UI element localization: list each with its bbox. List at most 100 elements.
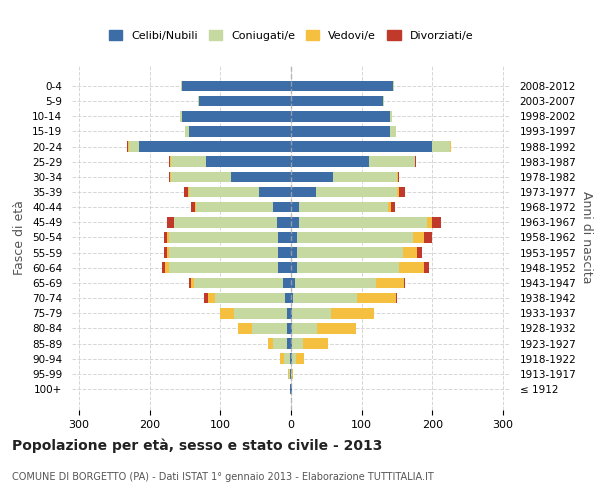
Bar [169, 248, 278, 258]
Bar [415, 156, 416, 167]
Bar [291, 142, 432, 152]
Bar [376, 278, 404, 288]
Bar [450, 142, 451, 152]
Bar [188, 126, 291, 136]
Bar [356, 293, 395, 304]
Bar [188, 186, 259, 198]
Bar [413, 232, 424, 243]
Bar [291, 323, 292, 334]
Bar [291, 262, 296, 273]
Bar [291, 278, 295, 288]
Bar [182, 80, 291, 92]
Bar [292, 368, 293, 379]
Bar [189, 278, 191, 288]
Bar [299, 217, 427, 228]
Bar [291, 186, 316, 198]
Bar [278, 262, 291, 273]
Bar [231, 172, 291, 182]
Bar [291, 368, 292, 379]
Bar [204, 293, 208, 304]
Bar [432, 142, 450, 152]
Bar [291, 338, 292, 349]
Bar [170, 156, 171, 167]
Bar [170, 172, 171, 182]
Bar [291, 156, 369, 167]
Bar [238, 323, 252, 334]
Bar [295, 278, 376, 288]
Bar [290, 368, 291, 379]
Bar [291, 111, 390, 122]
Bar [287, 323, 291, 334]
Bar [291, 293, 293, 304]
Y-axis label: Anni di nascita: Anni di nascita [580, 191, 593, 284]
Bar [334, 172, 397, 182]
Bar [165, 262, 169, 273]
Bar [235, 308, 287, 318]
Bar [397, 186, 399, 198]
Bar [291, 202, 299, 212]
Text: Popolazione per età, sesso e stato civile - 2013: Popolazione per età, sesso e stato civil… [12, 438, 382, 453]
Legend: Celibi/Nubili, Coniugati/e, Vedovi/e, Divorziati/e: Celibi/Nubili, Coniugati/e, Vedovi/e, Di… [104, 26, 478, 46]
Bar [424, 232, 432, 243]
Bar [292, 338, 303, 349]
Bar [191, 278, 194, 288]
Bar [199, 96, 291, 106]
Bar [180, 111, 182, 122]
Bar [291, 80, 394, 92]
Bar [299, 202, 388, 212]
Bar [427, 217, 432, 228]
Bar [167, 217, 174, 228]
Bar [181, 80, 182, 92]
Bar [167, 232, 169, 243]
Bar [175, 217, 277, 228]
Bar [424, 262, 430, 273]
Bar [296, 262, 399, 273]
Bar [291, 232, 296, 243]
Bar [284, 354, 290, 364]
Bar [206, 156, 291, 167]
Bar [184, 186, 188, 198]
Bar [287, 308, 291, 318]
Text: COMUNE DI BORGETTO (PA) - Dati ISTAT 1° gennaio 2013 - Elaborazione TUTTITALIA.I: COMUNE DI BORGETTO (PA) - Dati ISTAT 1° … [12, 472, 434, 482]
Bar [291, 172, 334, 182]
Bar [194, 278, 283, 288]
Bar [388, 202, 391, 212]
Bar [287, 338, 291, 349]
Bar [274, 202, 291, 212]
Bar [292, 354, 296, 364]
Bar [171, 156, 206, 167]
Bar [291, 126, 390, 136]
Bar [399, 186, 405, 198]
Bar [220, 308, 235, 318]
Bar [395, 293, 397, 304]
Bar [164, 232, 167, 243]
Bar [290, 384, 291, 394]
Bar [185, 126, 188, 136]
Bar [195, 202, 196, 212]
Bar [286, 293, 291, 304]
Bar [164, 248, 167, 258]
Bar [191, 202, 195, 212]
Bar [169, 172, 170, 182]
Bar [291, 248, 296, 258]
Bar [397, 172, 398, 182]
Bar [291, 217, 299, 228]
Bar [403, 248, 417, 258]
Bar [316, 186, 397, 198]
Bar [293, 293, 356, 304]
Bar [278, 248, 291, 258]
Bar [417, 248, 422, 258]
Bar [291, 354, 292, 364]
Bar [317, 323, 356, 334]
Bar [290, 354, 291, 364]
Bar [182, 111, 291, 122]
Bar [399, 262, 424, 273]
Bar [404, 278, 406, 288]
Bar [167, 248, 169, 258]
Bar [128, 142, 139, 152]
Y-axis label: Fasce di età: Fasce di età [13, 200, 26, 275]
Bar [127, 142, 128, 152]
Bar [398, 172, 399, 182]
Bar [296, 248, 403, 258]
Bar [274, 338, 287, 349]
